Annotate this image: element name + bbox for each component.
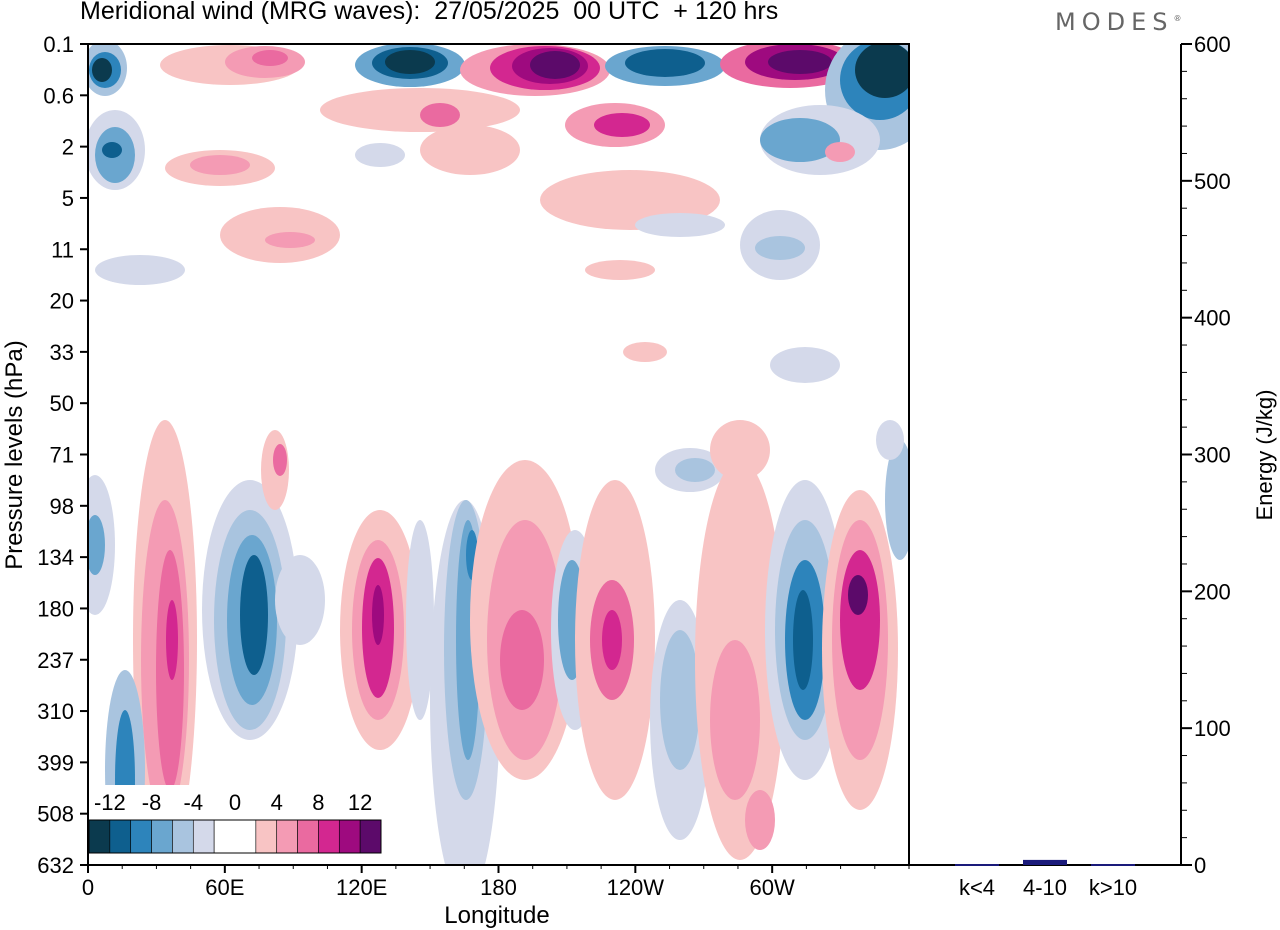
colorbar-label: 12 [348,790,372,815]
energy-bar [955,864,999,866]
colorbar-cell [318,819,340,854]
x-tick-label: 180 [480,875,517,900]
colorbar: -12 -8 -4 0 4 8 12 [78,785,388,865]
colorbar-cell [151,819,173,854]
energy-tick-label: 100 [1194,716,1231,741]
energy-bars [955,859,1135,866]
colorbar-cell [338,819,361,854]
y-tick-label: 0.1 [43,32,74,57]
colorbar-label: 8 [312,790,324,815]
y-tick-label: 237 [37,648,74,673]
y-tick-label: 5 [62,186,74,211]
energy-tick-label: 300 [1194,443,1231,468]
y-tick-label: 399 [37,750,74,775]
colorbar-cell [172,819,194,854]
y-tick-label: 0.6 [43,83,74,108]
energy-tick-label: 400 [1194,306,1231,331]
colorbar-label: -8 [142,790,162,815]
y-tick-label: 180 [37,596,74,621]
colorbar-cell [213,819,257,854]
x-tick-label: 0 [82,875,94,900]
hovmoller-panel: -12 -8 -4 0 4 8 12 [78,43,910,866]
colorbar-cell [109,819,132,854]
colorbar-cell [130,819,152,854]
y-tick-label: 508 [37,802,74,827]
y-axis-label: Pressure levels (hPa) [1,340,28,569]
colorbar-cell [255,819,278,854]
colorbar-label: -4 [184,790,204,815]
y-tick-label: 11 [51,237,74,262]
y-tick-label: 33 [50,340,74,365]
colorbar-label: 0 [229,790,241,815]
pressure-axis: 0.1 0.6 2 5 11 20 33 50 71 98 134 180 237 310 399 508 63… [37,32,88,878]
y-tick-label: 20 [50,289,74,314]
energy-tick-label: 0 [1194,853,1206,878]
y-tick-label: 310 [37,699,74,724]
colorbar-cell [192,819,215,854]
x-tick-label: 60E [205,875,244,900]
y-tick-label: 50 [50,391,74,416]
colorbar-label: 4 [271,790,283,815]
x-tick-label: 120W [607,875,665,900]
energy-axis: 0 100 200 300 400 500 600 [1181,32,1231,878]
energy-category-label: 4-10 [1023,875,1067,900]
y-tick-label: 2 [62,135,74,160]
energy-bar [1023,859,1067,865]
y-tick-label: 632 [37,853,74,878]
colorbar-cell [359,819,382,854]
energy-axis-label: Energy (J/kg) [1252,390,1277,521]
y-tick-label: 98 [50,494,74,519]
energy-category-label: k<4 [959,875,995,900]
energy-tick-label: 200 [1194,579,1231,604]
energy-tick-label: 600 [1194,32,1231,57]
longitude-axis: 0 60E 120E 180 120W 60W [82,865,910,900]
colorbar-cell [297,819,319,854]
x-axis-label: Longitude [444,902,549,929]
chart-title: Meridional wind (MRG waves): 27/05/2025 … [80,0,779,25]
wavenumber-axis: k<4 4-10 k>10 [959,875,1137,900]
energy-tick-label: 500 [1194,169,1231,194]
colorbar-label: -12 [94,790,126,815]
energy-bar [1091,864,1135,866]
modes-logo: MODES® [1055,8,1182,36]
colorbar-cell [276,819,298,854]
x-tick-label: 60W [750,875,795,900]
colorbar-cell [88,819,111,854]
energy-panel: 0 100 200 300 400 500 600 k<4 4-10 k>10 Energy (… [909,32,1277,900]
x-tick-label: 120E [336,875,387,900]
y-tick-label: 71 [50,443,74,468]
energy-category-label: k>10 [1089,875,1137,900]
y-tick-label: 134 [37,545,74,570]
